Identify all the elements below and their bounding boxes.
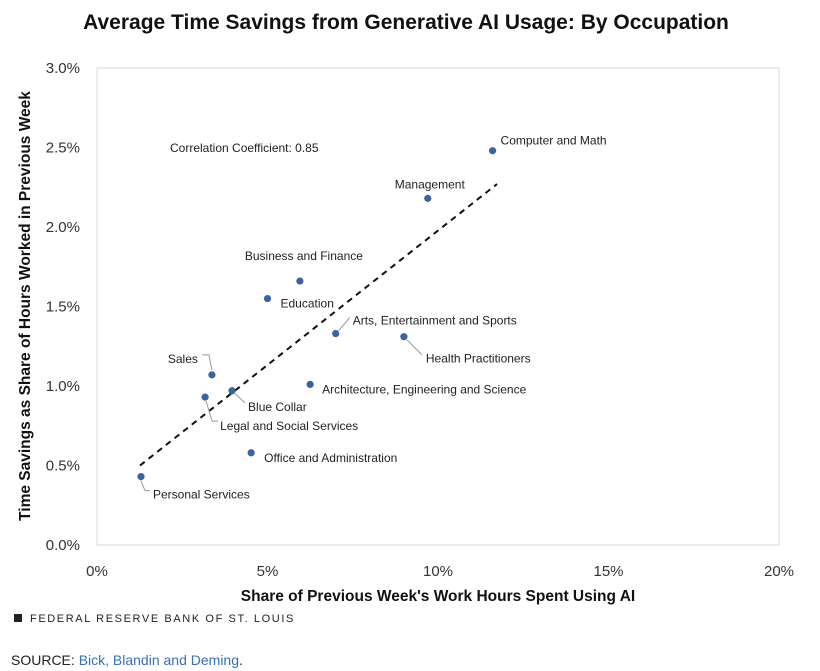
data-point[interactable]: [424, 194, 432, 202]
x-tick-label: 5%: [257, 563, 279, 580]
data-point-group: Office and Administration: [247, 449, 397, 465]
data-point-label: Health Practitioners: [426, 352, 531, 366]
y-axis-label: Time Savings as Share of Hours Worked in…: [17, 91, 34, 521]
x-tick-label: 15%: [593, 563, 623, 580]
plot-area: [96, 67, 780, 546]
data-point-label: Education: [281, 297, 334, 311]
leader-line: [338, 317, 351, 331]
correlation-annotation: Correlation Coefficient: 0.85: [170, 141, 319, 155]
leader-line: [201, 354, 213, 370]
y-tick-label: 0.5%: [46, 458, 80, 475]
data-point[interactable]: [400, 333, 408, 341]
data-point-group: Blue Collar: [228, 387, 307, 414]
data-point[interactable]: [306, 380, 314, 389]
leader-line: [406, 339, 423, 356]
brand-text: FEDERAL RESERVE BANK OF ST. LOUIS: [30, 613, 295, 625]
footer-brand: FEDERAL RESERVE BANK OF ST. LOUIS: [14, 613, 295, 625]
y-tick-label: 0.0%: [46, 537, 80, 554]
data-point[interactable]: [488, 147, 497, 155]
data-point[interactable]: [263, 294, 272, 303]
source-link[interactable]: Bick, Blandin and Deming: [78, 652, 239, 668]
data-point-group: Health Practitioners: [400, 333, 531, 366]
data-point[interactable]: [332, 329, 340, 338]
data-point-group: Business and Finance: [245, 249, 363, 285]
trend-line: [139, 183, 498, 467]
data-point-label: Sales: [168, 352, 198, 366]
data-point-group: Management: [395, 177, 466, 202]
chart-title: Average Time Savings from Generative AI …: [83, 11, 729, 34]
x-tick-label: 0%: [86, 563, 108, 580]
brand-square-icon: [14, 614, 22, 622]
x-tick-label: 10%: [423, 563, 453, 580]
data-point[interactable]: [228, 387, 236, 395]
data-point-label: Arts, Entertainment and Sports: [353, 314, 517, 328]
data-point-label: Computer and Math: [501, 134, 607, 148]
data-point-group: Architecture, Engineering and Science: [306, 380, 527, 396]
data-point-group: Personal Services: [137, 473, 250, 502]
data-point-label: Management: [395, 177, 466, 191]
data-point-label: Office and Administration: [264, 451, 397, 465]
source-prefix: SOURCE:: [11, 652, 79, 668]
x-axis-label: Share of Previous Week's Work Hours Spen…: [241, 588, 635, 605]
leader-line: [205, 400, 219, 422]
data-point-label: Personal Services: [153, 488, 250, 502]
data-point-label: Business and Finance: [245, 249, 363, 263]
data-point-group: Arts, Entertainment and Sports: [332, 314, 517, 338]
data-point-label: Architecture, Engineering and Science: [322, 382, 526, 396]
data-point[interactable]: [137, 473, 145, 481]
y-tick-label: 1.0%: [46, 378, 80, 395]
data-point-group: Education: [263, 294, 334, 311]
data-point-label: Blue Collar: [248, 400, 307, 414]
data-point-group: Legal and Social Services: [201, 393, 358, 433]
data-point[interactable]: [296, 277, 304, 285]
data-point-label: Legal and Social Services: [220, 419, 358, 433]
data-point[interactable]: [208, 371, 216, 379]
leader-line: [140, 480, 150, 492]
data-point[interactable]: [247, 449, 255, 457]
source-line: SOURCE: Bick, Blandin and Deming.: [11, 652, 243, 668]
y-tick-label: 2.5%: [46, 140, 80, 157]
source-suffix: .: [239, 652, 243, 668]
data-point-group: Computer and Math: [488, 134, 607, 155]
data-point-group: Sales: [168, 352, 216, 379]
y-tick-label: 1.5%: [46, 299, 80, 316]
y-tick-label: 3.0%: [46, 60, 80, 77]
data-point[interactable]: [201, 393, 209, 401]
x-tick-label: 20%: [764, 563, 794, 580]
y-tick-label: 2.0%: [46, 219, 80, 236]
leader-line: [234, 393, 246, 404]
